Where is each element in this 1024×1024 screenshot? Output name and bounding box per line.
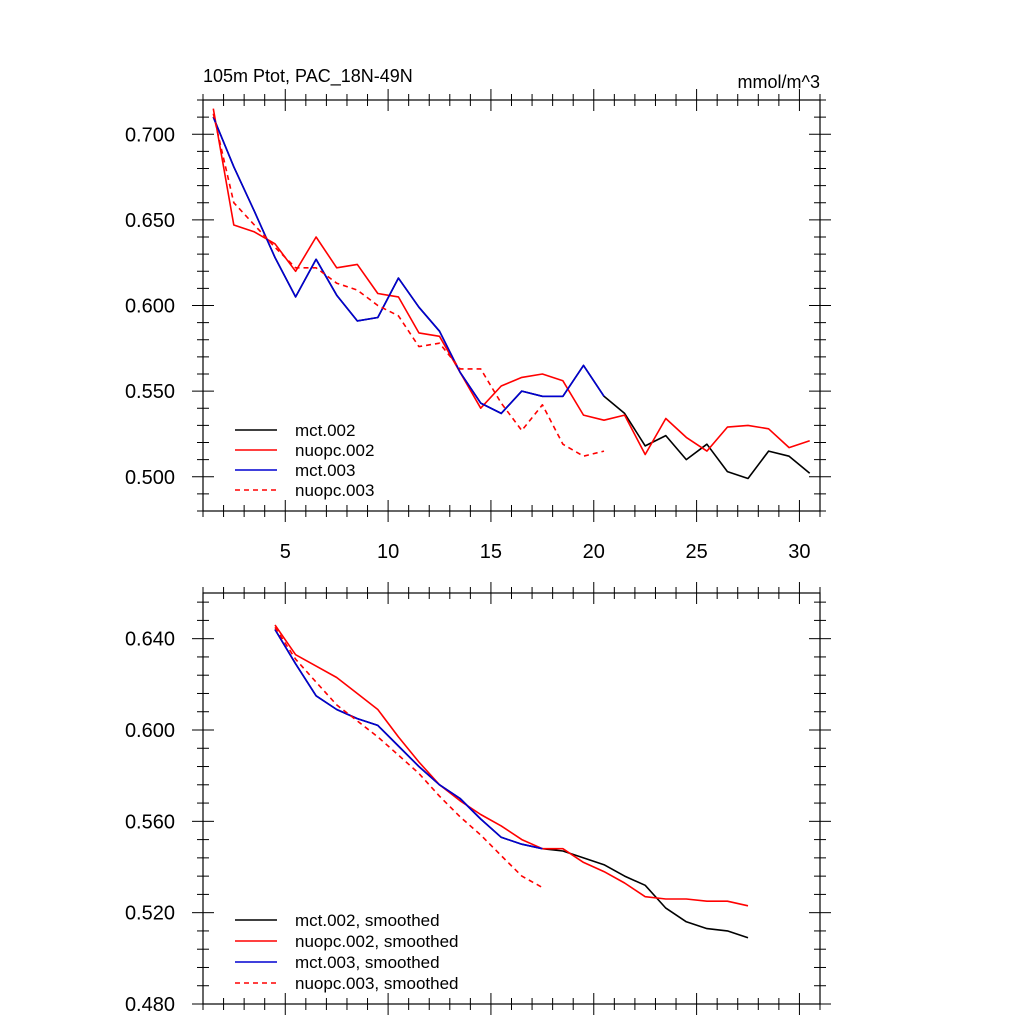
series-lines — [274, 624, 749, 939]
chart-units: mmol/m^3 — [738, 72, 820, 92]
chart-title: 105m Ptot, PAC_18N-49N — [203, 66, 413, 87]
y-axis-tick-labels: 0.500 0.550 0.600 0.650 0.700 — [125, 124, 175, 489]
series-line-nuopc-002-smoothed — [274, 624, 749, 907]
series-lines — [212, 108, 811, 480]
legend-label: mct.002, smoothed — [295, 911, 440, 930]
y-tick-label: 0.650 — [125, 210, 175, 232]
legend-label: mct.003, smoothed — [295, 953, 440, 972]
bottom-panel: 0.480 0.520 0.560 0.600 0.640 mct.002, smoot… — [125, 582, 831, 1016]
y-tick-label: 0.500 — [125, 467, 175, 489]
x-tick-label: 5 — [280, 541, 291, 563]
y-tick-label: 0.600 — [125, 720, 175, 742]
legend-label: mct.002 — [295, 421, 355, 440]
series-line-mct-003-smoothed — [274, 629, 543, 850]
y-tick-label: 0.560 — [125, 811, 175, 833]
legend-label: nuopc.002 — [295, 441, 374, 460]
series-line-nuopc-003-smoothed — [274, 626, 543, 889]
x-axis-tick-labels: 5 10 15 20 25 30 — [280, 541, 811, 563]
legend-label: mct.003 — [295, 461, 355, 480]
axis-ticks — [192, 89, 831, 522]
x-tick-label: 10 — [377, 541, 399, 563]
x-tick-label: 30 — [788, 541, 810, 563]
legend-label: nuopc.003, smoothed — [295, 974, 459, 993]
legend-label: nuopc.003 — [295, 481, 374, 500]
y-tick-label: 0.600 — [125, 296, 175, 318]
y-tick-label: 0.480 — [125, 994, 175, 1016]
series-line-mct-002-smoothed — [274, 629, 749, 939]
legend-label: nuopc.002, smoothed — [295, 932, 459, 951]
y-tick-label: 0.550 — [125, 381, 175, 403]
x-tick-label: 25 — [685, 541, 707, 563]
series-line-nuopc-003 — [212, 113, 605, 458]
legend: mct.002, smoothed nuopc.002, smoothed mct.… — [235, 911, 459, 993]
series-line-nuopc-002 — [212, 108, 810, 456]
y-tick-label: 0.700 — [125, 124, 175, 146]
y-tick-label: 0.520 — [125, 903, 175, 925]
y-axis-tick-labels: 0.480 0.520 0.560 0.600 0.640 — [125, 629, 175, 1016]
axis-ticks — [192, 582, 831, 1015]
y-tick-label: 0.640 — [125, 629, 175, 651]
series-line-mct-003 — [212, 116, 605, 415]
x-tick-label: 15 — [480, 541, 502, 563]
x-tick-label: 20 — [583, 541, 605, 563]
top-panel: 105m Ptot, PAC_18N-49N mmol/m^3 0.5000.5… — [125, 66, 831, 563]
